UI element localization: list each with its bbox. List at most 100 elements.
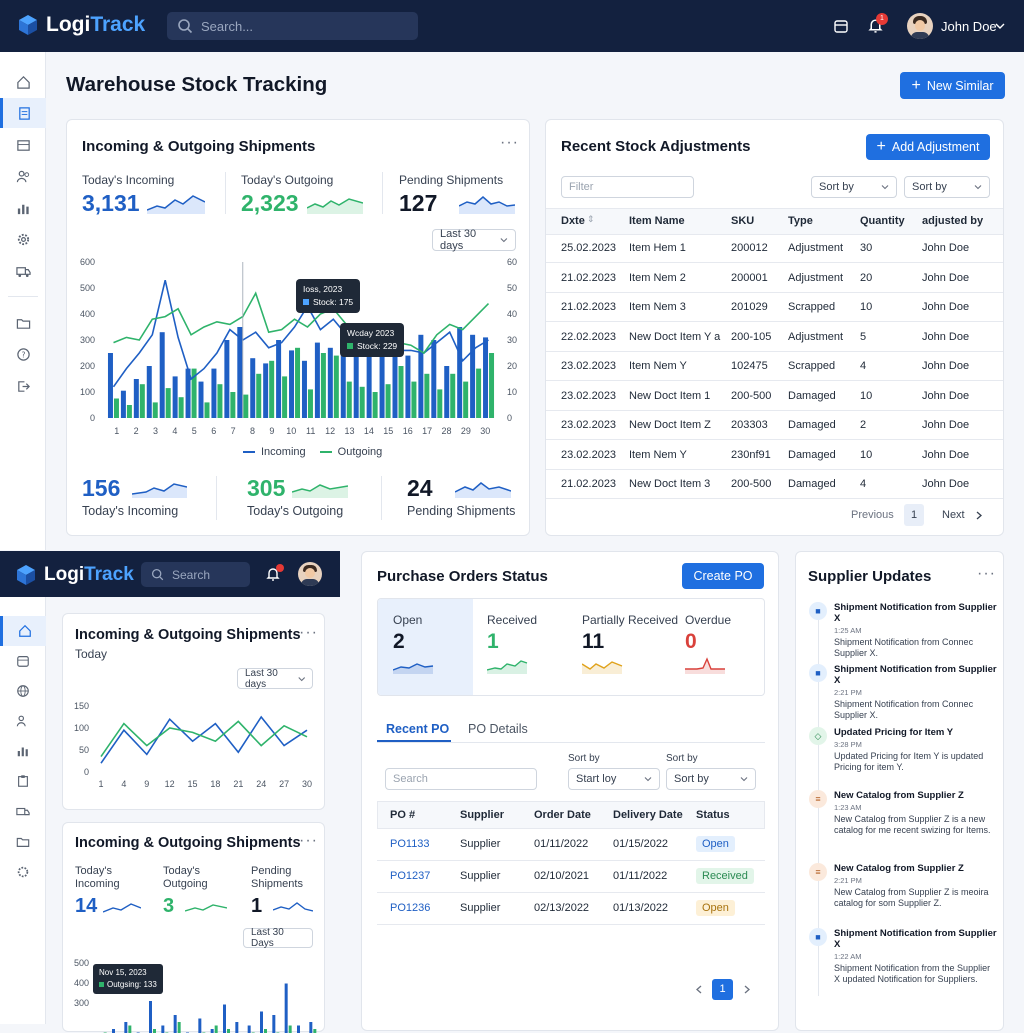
po-column-header[interactable]: PO # <box>390 809 415 821</box>
new-similar-button[interactable]: +New Similar <box>900 72 1005 99</box>
more-options-icon[interactable]: ··· <box>500 134 519 152</box>
sidebar-item-documents[interactable] <box>0 98 46 128</box>
chevron-down-icon <box>974 184 982 190</box>
mini-sidebar-calendar[interactable] <box>0 646 46 676</box>
user-name[interactable]: John Doe <box>941 19 997 34</box>
row-divider <box>546 410 1003 411</box>
column-header[interactable]: adjusted by <box>922 215 983 227</box>
mini-range-select[interactable]: Last 30 days <box>237 668 313 689</box>
search-input[interactable]: Search... <box>167 12 418 40</box>
table-cell: Adjustment <box>788 242 843 254</box>
svg-text:?: ? <box>21 350 25 359</box>
column-header[interactable]: Item Name <box>629 215 685 227</box>
bottom-incoming-value: 156 <box>82 475 120 502</box>
mini-sidebar-globe[interactable] <box>0 676 46 706</box>
mini-sidebar-reports[interactable] <box>0 736 46 766</box>
po-page-number[interactable]: 1 <box>712 979 733 1000</box>
column-header[interactable]: Type <box>788 215 813 227</box>
sidebar-item-settings[interactable] <box>0 224 46 254</box>
sidebar-item-shipping[interactable] <box>0 256 46 286</box>
chevron-right-icon[interactable] <box>976 511 983 520</box>
sort-select[interactable]: Sort by <box>904 176 990 198</box>
tab-recent-po[interactable]: Recent PO <box>386 722 449 736</box>
po-sort-select[interactable]: Sort by <box>666 768 756 790</box>
mini-sidebar-clipboard[interactable] <box>0 766 46 796</box>
sidebar-item-inbox[interactable] <box>0 130 46 160</box>
previous-button[interactable]: Previous <box>851 509 894 521</box>
create-po-button[interactable]: Create PO <box>682 563 764 589</box>
tab-po-details[interactable]: PO Details <box>468 722 528 736</box>
more-options-icon[interactable]: ··· <box>977 565 996 583</box>
table-cell: John Doe <box>922 360 969 372</box>
mini-outgoing-bar <box>215 1026 218 1033</box>
mini-range-select[interactable]: Last 30 Days <box>243 928 313 948</box>
incoming-bar <box>224 340 229 418</box>
mini-incoming-bar <box>285 984 288 1033</box>
feed-item-body: Shipment Notification from Connec Suppli… <box>834 699 998 721</box>
po-link[interactable]: PO1133 <box>390 838 430 850</box>
chevron-down-icon[interactable] <box>995 22 1005 30</box>
table-cell: Damaged <box>788 390 836 402</box>
mini-sidebar-home[interactable] <box>0 616 46 646</box>
po-search-input[interactable]: Search <box>385 768 537 790</box>
table-cell: 23.02.2023 <box>561 360 616 372</box>
po-sort-select[interactable]: Start loy <box>568 768 660 790</box>
chevron-left-icon[interactable] <box>695 985 702 994</box>
mini-sidebar-users[interactable] <box>0 706 46 736</box>
po-column-header[interactable]: Supplier <box>460 809 504 821</box>
mini-search-input[interactable]: Search <box>141 562 250 587</box>
truck-icon: ■ <box>809 664 827 682</box>
sort-select[interactable]: Sort by <box>811 176 897 198</box>
feed-item-title: Shipment Notification from Supplier X <box>834 928 998 950</box>
more-options-icon[interactable]: ··· <box>299 624 318 642</box>
page-number[interactable]: 1 <box>904 504 924 526</box>
inbox-icon <box>16 138 31 153</box>
po-column-header[interactable]: Status <box>696 809 730 821</box>
sidebar-item-folder[interactable] <box>0 308 46 338</box>
mini-sidebar-settings[interactable] <box>0 857 46 887</box>
column-header[interactable]: Dxte <box>561 215 585 227</box>
avatar[interactable] <box>907 13 933 39</box>
more-options-icon[interactable]: ··· <box>299 832 318 850</box>
column-header[interactable]: SKU <box>731 215 754 227</box>
calendar-icon[interactable] <box>833 18 849 34</box>
brand-name-b: Track <box>90 13 145 37</box>
mini-incoming-bar <box>161 1026 164 1033</box>
po-link[interactable]: PO1236 <box>390 902 430 914</box>
chevron-right-icon[interactable] <box>744 985 751 994</box>
sidebar-item-home[interactable] <box>0 67 46 97</box>
column-header[interactable]: Quantity <box>860 215 905 227</box>
outgoing-bar <box>360 387 365 418</box>
po-column-header[interactable]: Delivery Date <box>613 809 683 821</box>
po-column-header[interactable]: Order Date <box>534 809 591 821</box>
outgoing-bar <box>295 348 300 418</box>
mini-sidebar-shipping[interactable] <box>0 797 46 827</box>
filter-input[interactable]: Filter <box>561 176 694 198</box>
range-select[interactable]: Last 30 days <box>432 229 516 251</box>
avatar[interactable] <box>298 562 322 586</box>
po-link[interactable]: PO1237 <box>390 870 430 882</box>
table-cell: 21.02.2023 <box>561 272 616 284</box>
sidebar-item-help[interactable]: ? <box>0 339 46 369</box>
sidebar-item-reports[interactable] <box>0 193 46 223</box>
status-badge: Open <box>696 900 735 916</box>
mini-kpi-card: Incoming & Outgoing Shipments ··· Today'… <box>62 822 325 1032</box>
sidebar-item-users[interactable] <box>0 161 46 191</box>
y2-tick-label: 60 <box>507 257 517 267</box>
mini-card-title: Incoming & Outgoing Shipments <box>75 627 301 643</box>
sidebar-item-logout[interactable] <box>0 371 46 401</box>
add-adjustment-button[interactable]: +Add Adjustment <box>866 134 990 160</box>
next-button[interactable]: Next <box>942 509 965 521</box>
po-stat-value: 0 <box>685 630 697 654</box>
kpi-pending-value: 127 <box>399 190 437 217</box>
mini-sidebar-folder[interactable] <box>0 827 46 857</box>
sort-icon[interactable]: ⇕ <box>587 214 595 225</box>
